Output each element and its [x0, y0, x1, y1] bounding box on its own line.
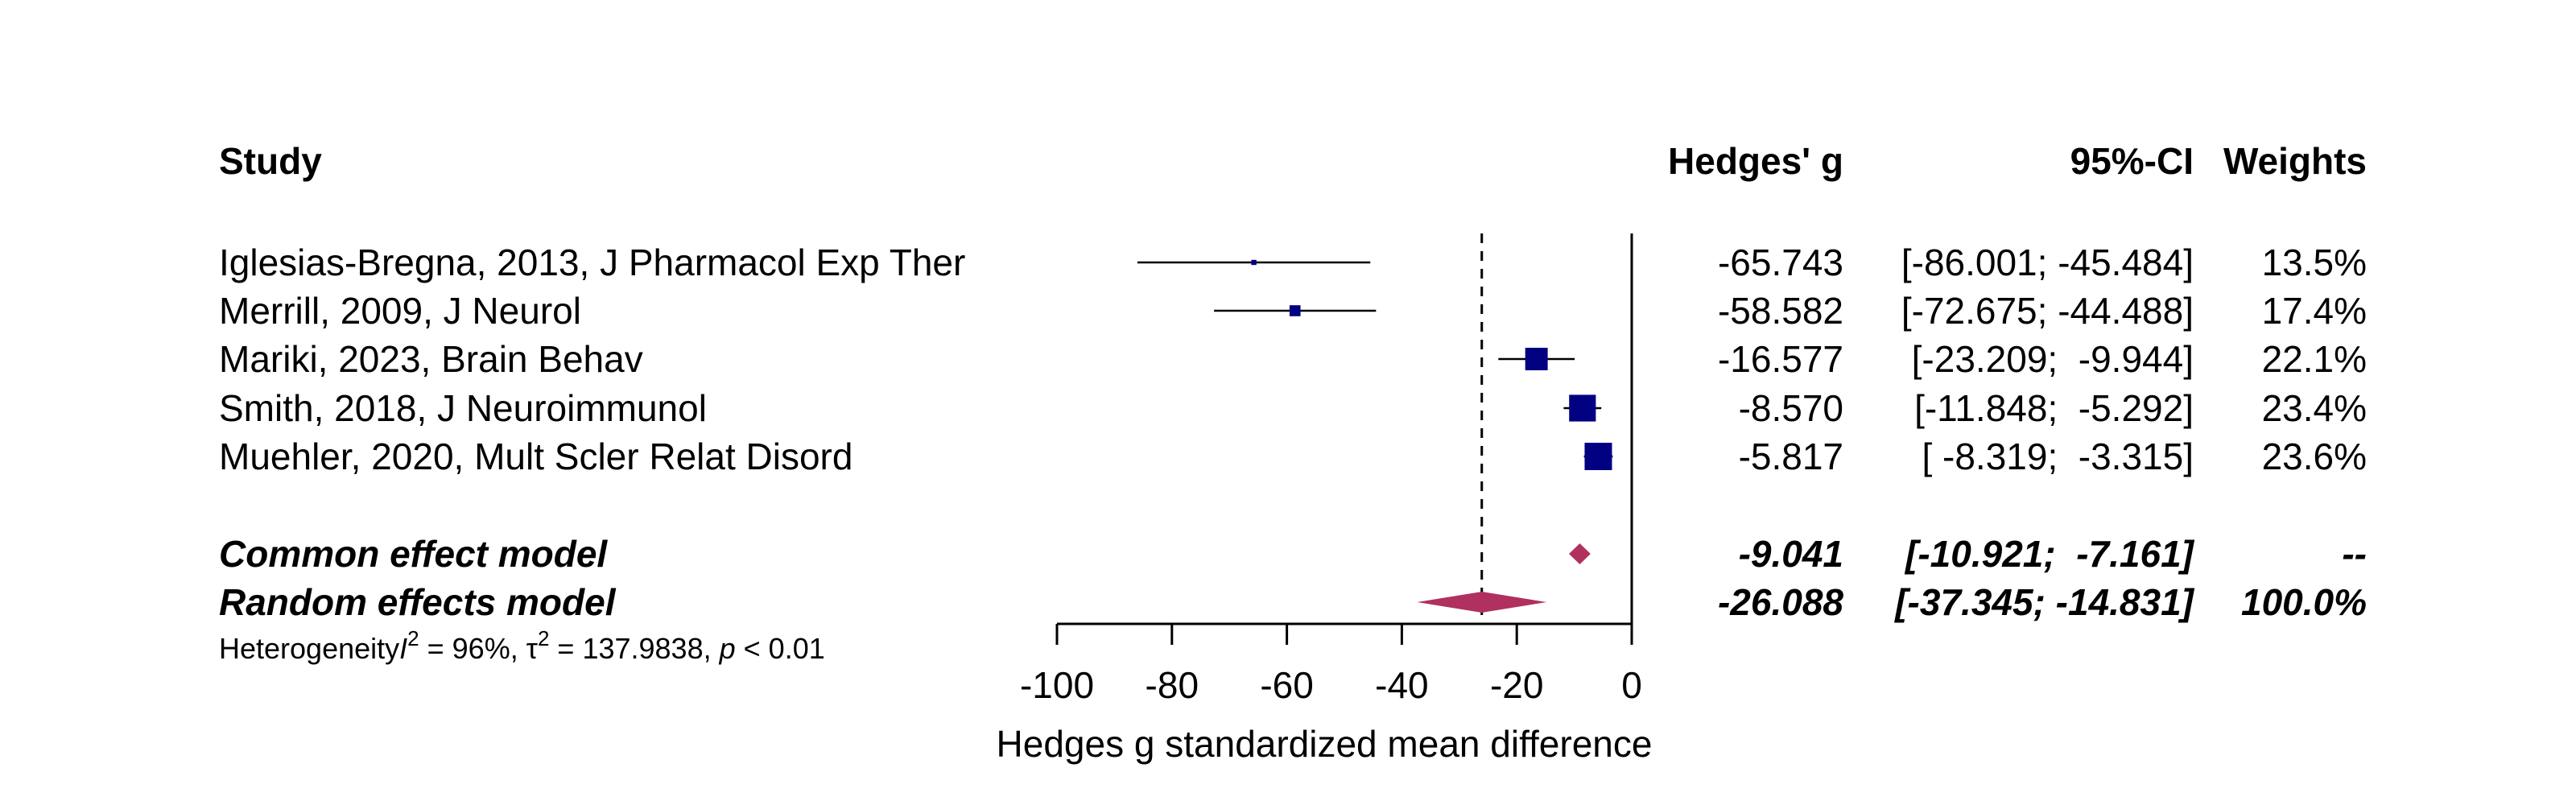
pooled-diamond	[1417, 592, 1547, 613]
study-effect-square	[1525, 348, 1548, 370]
header-study: Study	[219, 140, 322, 182]
study-effect-square	[1569, 394, 1596, 422]
study-label: Iglesias-Bregna, 2013, J Pharmacol Exp T…	[219, 242, 965, 283]
study-ci-value: [-86.001; -45.484]	[1901, 242, 2194, 283]
header-effect: Hedges' g	[1668, 140, 1843, 182]
pooled-weight-value: 100.0%	[2241, 581, 2367, 623]
study-ci-value: [-11.848; -5.292]	[1914, 387, 2194, 429]
pooled-label: Random effects model	[219, 581, 617, 623]
x-axis-tick-label: -100	[1020, 664, 1094, 706]
pooled-ci-value: [-10.921; -7.161]	[1904, 533, 2195, 575]
study-label: Muehler, 2020, Mult Scler Relat Disord	[219, 436, 852, 477]
chart-marks: Iglesias-Bregna, 2013, J Pharmacol Exp T…	[219, 233, 2367, 706]
study-effect-value: -8.570	[1739, 387, 1843, 429]
study-effect-value: -58.582	[1718, 290, 1843, 332]
study-label: Smith, 2018, J Neuroimmunol	[219, 387, 707, 429]
x-axis-tick-label: -40	[1375, 664, 1428, 706]
x-axis-tick-label: -20	[1490, 664, 1543, 706]
study-weight-value: 22.1%	[2262, 338, 2367, 380]
study-ci-value: [-23.209; -9.944]	[1912, 338, 2194, 380]
pooled-effect-value: -26.088	[1718, 581, 1843, 623]
pooled-diamond	[1569, 543, 1591, 564]
study-effect-value: -5.817	[1739, 436, 1843, 477]
pooled-effect-value: -9.041	[1739, 533, 1843, 575]
x-axis-tick-label: 0	[1621, 664, 1642, 706]
study-label: Mariki, 2023, Brain Behav	[219, 338, 643, 380]
study-effect-square	[1251, 259, 1257, 266]
x-axis-tick-label: -80	[1146, 664, 1199, 706]
study-ci-value: [ -8.319; -3.315]	[1922, 436, 2194, 477]
study-ci-value: [-72.675; -44.488]	[1901, 290, 2194, 332]
study-weight-value: 13.5%	[2262, 242, 2367, 283]
study-effect-square	[1584, 443, 1612, 470]
study-weight-value: 23.4%	[2262, 387, 2367, 429]
x-axis-label: Hedges g standardized mean difference	[997, 723, 1653, 765]
pooled-ci-value: [-37.345; -14.831]	[1893, 581, 2194, 623]
pooled-label: Common effect model	[219, 533, 608, 575]
pooled-weight-value: --	[2342, 533, 2367, 575]
study-weight-value: 23.6%	[2262, 436, 2367, 477]
study-effect-value: -65.743	[1718, 242, 1843, 283]
study-effect-value: -16.577	[1718, 338, 1843, 380]
header-weight: Weights	[2223, 140, 2367, 182]
study-effect-square	[1289, 305, 1301, 316]
study-weight-value: 17.4%	[2262, 290, 2367, 332]
study-label: Merrill, 2009, J Neurol	[219, 290, 581, 332]
header-ci: 95%-CI	[2070, 140, 2194, 182]
x-axis-tick-label: -60	[1260, 664, 1313, 706]
heterogeneity-stats: HeterogeneityI2 = 96%, τ2 = 137.9838, p …	[219, 626, 825, 665]
